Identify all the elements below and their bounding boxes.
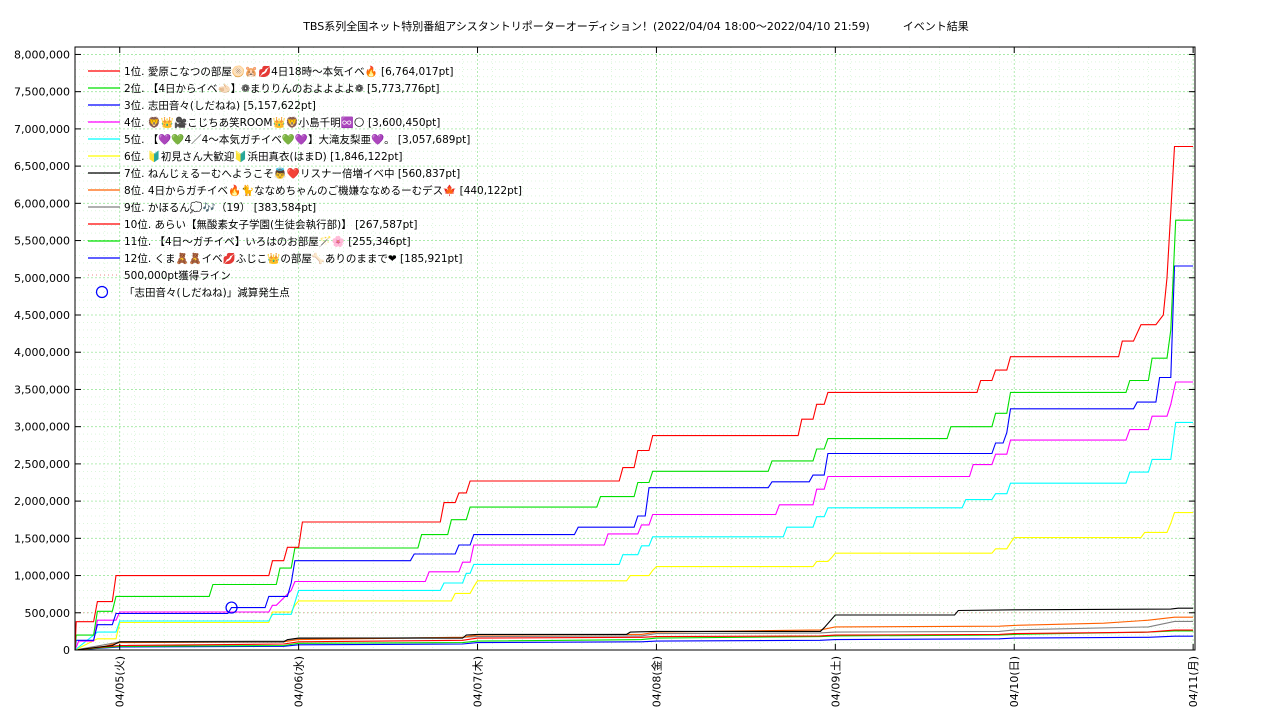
y-tick-label: 4,500,000: [14, 309, 70, 322]
legend-entry: 3位. 志田音々(しだねね) [5,157,622pt]: [124, 99, 316, 112]
y-tick-label: 6,000,000: [14, 197, 70, 210]
x-tick-label: 04/11(月): [1187, 656, 1200, 707]
legend-entry: 12位. くま🧸🧸イベ💋ふじこ👑の部屋🦴ありのままで❤ [185,921pt]: [124, 252, 462, 265]
legend-entry: 8位. 4日からガチイベ🔥🐈ななめちゃんのご機嫌ななめるーむデス🍁 [440,1…: [124, 184, 522, 197]
y-tick-label: 2,500,000: [14, 458, 70, 471]
series-line-rank-2: [74, 219, 1194, 651]
series-line-rank-5: [74, 421, 1194, 651]
marker-layer: [225, 601, 238, 614]
series-line-rank-7: [74, 607, 1194, 651]
x-tick-label: 04/05(火): [114, 656, 127, 707]
y-tick-label: 1,500,000: [14, 532, 70, 545]
x-tick-label: 04/06(水): [293, 656, 306, 707]
series-line-rank-3: [74, 265, 1194, 651]
legend: 1位. 愛原こなつの部屋🫓🐹💋4日18時〜本気イベ🔥 [6,764,017pt]…: [88, 65, 522, 299]
y-tick-label: 5,000,000: [14, 272, 70, 285]
legend-swatch-marker: [95, 285, 109, 299]
series-layer: [74, 145, 1194, 651]
x-tick-label: 04/08(金): [649, 656, 663, 707]
y-tick-label: 7,000,000: [14, 123, 70, 136]
y-tick-label: 2,000,000: [14, 495, 70, 508]
legend-entry: 10位. あらい【無酸素女子学園(生徒会執行部)】 [267,587pt]: [124, 218, 417, 231]
series-line-rank-4: [74, 381, 1194, 651]
legend-entry: 9位. かほるん💭🎶（19） [383,584pt]: [124, 201, 316, 214]
y-tick-label: 1,000,000: [14, 570, 70, 583]
y-tick-label: 6,500,000: [14, 160, 70, 173]
y-tick-label: 4,000,000: [14, 346, 70, 359]
series-line-rank-12: [74, 635, 1194, 651]
chart-title: TBS系列全国ネット特別番組アシスタントリポーターオーディション！(2022/0…: [303, 20, 969, 33]
y-tick-label: 7,500,000: [14, 86, 70, 99]
legend-entry-marker: 「志田音々(しだねね)」減算発生点: [124, 286, 290, 299]
y-tick-label: 8,000,000: [14, 48, 70, 61]
legend-entry-reference: 500,000pt獲得ライン: [124, 269, 231, 282]
series-line-rank-1: [74, 145, 1194, 651]
x-tick-label: 04/10(日): [1008, 656, 1021, 707]
legend-entry: 1位. 愛原こなつの部屋🫓🐹💋4日18時〜本気イベ🔥 [6,764,017pt]: [124, 65, 453, 78]
subtraction-marker: [225, 601, 238, 614]
y-tick-label: 5,500,000: [14, 235, 70, 248]
legend-entry: 11位. 【4日〜ガチイベ】いろはのお部屋🪄🌸 [255,346pt]: [124, 235, 411, 248]
x-tick-label: 04/07(木): [472, 656, 485, 707]
series-line-rank-6: [74, 512, 1194, 651]
y-tick-label: 500,000: [25, 607, 71, 620]
y-tick-label: 3,000,000: [14, 421, 70, 434]
x-tick-label: 04/09(土): [829, 656, 842, 707]
legend-entry: 4位. 🦁👑🎥こじちあ笑ROOM👑🦁小島千明♾️🌕 [3,600,450pt]: [124, 116, 440, 129]
legend-entry: 7位. ねんじぇるーむへようこそ👼❤️リスナー倍増イベ中 [560,837pt]: [124, 167, 460, 180]
series-line-rank-10: [74, 629, 1194, 651]
legend-entry: 5位. 【💜💚4／4〜本気ガチイベ💚💜】大滝友梨亜💜。 [3,057,689pt…: [124, 133, 470, 146]
y-tick-label: 3,500,000: [14, 383, 70, 396]
y-tick-label: 0: [63, 644, 70, 657]
plot-frame: [74, 46, 1196, 651]
x-axis: 04/05(火) 04/06(水) 04/07(木) 04/08(金) 04/09(土)…: [114, 47, 1200, 707]
legend-entry: 2位. 【4日からイベ🫲🏻】❁まりりんのおよよよよ❁ [5,773,776pt]: [124, 82, 439, 95]
y-axis: 0 500,000 1,000,000 1,500,000 2,000,000 2,500…: [14, 48, 1195, 657]
legend-entry: 6位. 🔰初見さん大歓迎🔰浜田真衣(はまD) [1,846,122pt]: [124, 150, 403, 163]
